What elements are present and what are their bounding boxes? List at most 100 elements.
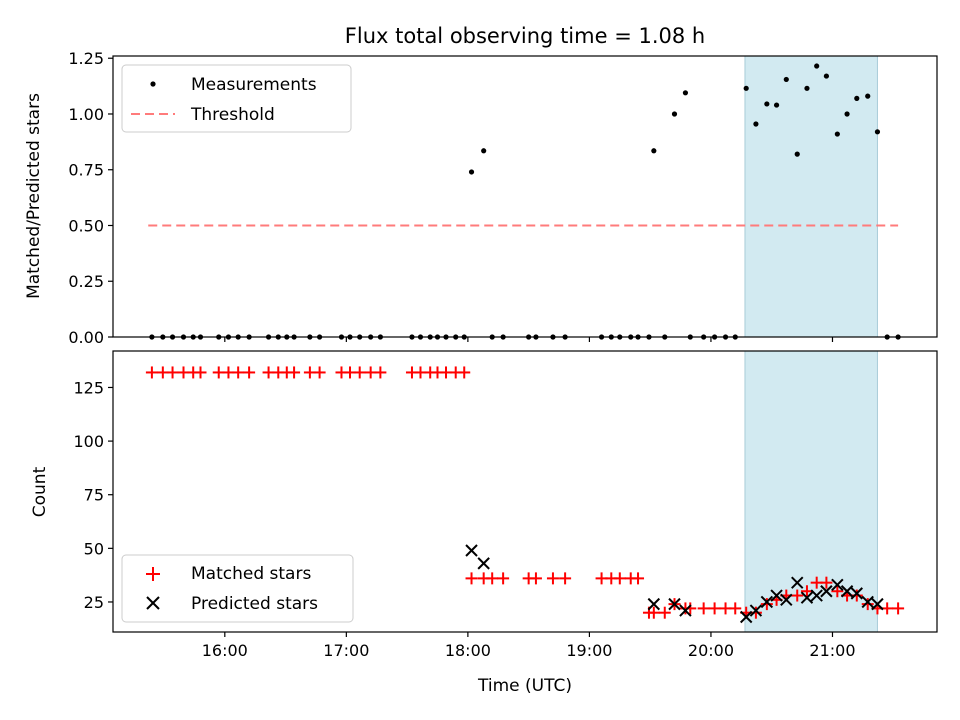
legend-threshold-label: Threshold bbox=[190, 105, 275, 125]
matched-star-point bbox=[243, 366, 256, 379]
x-tick-label: 21:00 bbox=[809, 641, 855, 660]
matched-star-point bbox=[232, 366, 245, 379]
bottom-y-ticks: 25 50 75 100 125 bbox=[73, 378, 113, 612]
predicted-star-point bbox=[850, 587, 863, 600]
matched-star-point bbox=[892, 602, 905, 615]
matched-star-point bbox=[820, 576, 833, 589]
legend-measurements-marker bbox=[150, 81, 156, 87]
measurement-point bbox=[481, 148, 487, 154]
top-legend-box bbox=[121, 64, 352, 133]
top-panel-frame bbox=[112, 55, 938, 338]
bottom-shaded-region bbox=[744, 350, 878, 633]
matched-star-point bbox=[632, 572, 645, 585]
matched-star-point bbox=[559, 572, 572, 585]
measurement-point bbox=[804, 85, 810, 91]
matched-star-point bbox=[353, 366, 366, 379]
measurement-point bbox=[753, 121, 759, 127]
matched-star-point bbox=[288, 366, 301, 379]
matched-star-point bbox=[465, 572, 478, 585]
measurement-point bbox=[844, 111, 850, 117]
measurement-point bbox=[834, 131, 840, 137]
legend-predicted-label: Predicted stars bbox=[191, 594, 318, 614]
predicted-star-point bbox=[780, 593, 793, 607]
y-tick-label: 0.00 bbox=[68, 328, 104, 347]
top-y-ticks: 0.00 0.25 0.50 0.75 1.00 1.25 bbox=[68, 49, 113, 347]
predicted-star-point bbox=[477, 557, 490, 570]
top-x-ticks bbox=[224, 337, 834, 342]
y-tick-label: 0.25 bbox=[68, 272, 104, 291]
bottom-panel: 25 50 75 100 125 16:00 17:00 18:00 19:00 20:00 21… bbox=[30, 350, 938, 696]
matched-star-point bbox=[486, 572, 499, 585]
measurement-point bbox=[823, 73, 830, 79]
x-tick-label: 18:00 bbox=[445, 641, 491, 660]
x-axis-label: Time (UTC) bbox=[477, 676, 572, 696]
predicted-star-point bbox=[871, 597, 884, 611]
matched-star-point bbox=[831, 585, 844, 598]
matched-star-point bbox=[800, 585, 813, 598]
y-tick-label: 0.50 bbox=[68, 216, 104, 235]
matched-star-point bbox=[497, 572, 510, 585]
matched-star-point bbox=[749, 606, 762, 619]
matched-star-point bbox=[697, 602, 710, 615]
y-tick-label: 0.75 bbox=[68, 161, 104, 180]
matched-star-point bbox=[546, 572, 559, 585]
y-tick-label: 1.25 bbox=[68, 49, 104, 68]
top-y-axis-label: Matched/Predicted stars bbox=[24, 93, 44, 299]
matched-star-point bbox=[145, 366, 158, 379]
y-tick-label: 75 bbox=[84, 486, 104, 505]
matched-star-point bbox=[166, 366, 179, 379]
matched-star-point bbox=[458, 366, 471, 379]
predicted-star-point bbox=[800, 591, 814, 604]
predicted-star-point bbox=[770, 589, 783, 602]
legend-matched-marker bbox=[146, 567, 160, 581]
matched-star-point bbox=[194, 366, 207, 379]
predicted-star-point bbox=[861, 595, 874, 609]
bottom-y-axis-label: Count bbox=[30, 466, 50, 517]
predicted-star-point bbox=[791, 576, 804, 589]
bottom-panel-frame bbox=[112, 350, 938, 633]
measurement-point bbox=[671, 111, 678, 117]
measurement-point bbox=[794, 151, 800, 157]
measurement-point bbox=[854, 95, 860, 101]
y-tick-label: 100 bbox=[73, 432, 104, 451]
legend-predicted-marker bbox=[146, 596, 160, 610]
predicted-star-point bbox=[810, 589, 823, 602]
measurement-point bbox=[814, 63, 820, 69]
measurement-point bbox=[874, 129, 881, 135]
measurement-point bbox=[865, 93, 871, 99]
matched-star-point bbox=[881, 602, 894, 615]
predicted-star-point bbox=[668, 597, 681, 611]
x-tick-label: 20:00 bbox=[688, 641, 734, 660]
matched-star-point bbox=[861, 598, 874, 611]
predicted-star-point bbox=[647, 597, 661, 611]
x-tick-label: 19:00 bbox=[566, 641, 612, 660]
chart-title: Flux total observing time = 1.08 h bbox=[345, 24, 705, 48]
predicted-star-point bbox=[820, 585, 833, 598]
predicted-star-point bbox=[760, 595, 774, 609]
predicted-star-point bbox=[679, 604, 692, 617]
matched-star-point bbox=[729, 602, 742, 615]
x-tick-label: 16:00 bbox=[202, 641, 248, 660]
y-tick-label: 50 bbox=[84, 539, 104, 558]
top-legend: Measurements Threshold bbox=[121, 64, 352, 133]
measurement-point bbox=[743, 85, 749, 91]
predicted-star-point bbox=[749, 604, 763, 617]
matched-star-point bbox=[791, 589, 804, 602]
measurement-point bbox=[682, 90, 689, 96]
predicted-star-point bbox=[465, 544, 478, 557]
predicted-star-point bbox=[739, 610, 753, 624]
measurement-point bbox=[773, 102, 780, 108]
predicted-stars-points bbox=[465, 544, 884, 624]
y-tick-label: 25 bbox=[84, 593, 104, 612]
legend-matched-label: Matched stars bbox=[191, 564, 311, 584]
measurement-point bbox=[651, 148, 657, 154]
legend-measurements-label: Measurements bbox=[191, 75, 317, 95]
x-tick-label: 17:00 bbox=[323, 641, 369, 660]
y-tick-label: 125 bbox=[73, 378, 104, 397]
matched-star-point bbox=[658, 606, 671, 619]
predicted-star-point bbox=[840, 585, 854, 598]
matched-star-point bbox=[613, 572, 626, 585]
y-tick-label: 1.00 bbox=[68, 105, 104, 124]
matched-star-point bbox=[313, 366, 326, 379]
